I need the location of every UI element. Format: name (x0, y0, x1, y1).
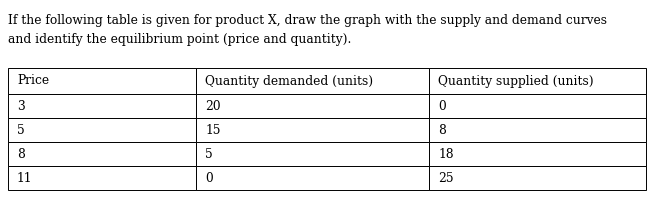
Bar (429, 142, 646, 166)
Bar (196, 68, 429, 94)
Bar (8, 118, 196, 142)
Bar (429, 94, 646, 118)
Text: and identify the equilibrium point (price and quantity).: and identify the equilibrium point (pric… (8, 33, 351, 46)
Text: Quantity supplied (units): Quantity supplied (units) (438, 74, 594, 88)
Text: Price: Price (17, 74, 49, 88)
Bar (429, 166, 646, 190)
Bar (196, 142, 429, 166)
Text: 18: 18 (438, 147, 454, 161)
Text: 11: 11 (17, 172, 33, 184)
Bar (196, 94, 429, 118)
Text: 15: 15 (205, 124, 221, 137)
Text: 8: 8 (438, 124, 446, 137)
Text: 8: 8 (17, 147, 25, 161)
Text: 0: 0 (438, 100, 446, 112)
Text: 3: 3 (17, 100, 25, 112)
Bar (429, 68, 646, 94)
Bar (196, 166, 429, 190)
Text: 25: 25 (438, 172, 454, 184)
Bar (429, 118, 646, 142)
Bar (8, 94, 196, 118)
Bar (8, 68, 196, 94)
Bar (196, 118, 429, 142)
Text: 0: 0 (205, 172, 213, 184)
Text: If the following table is given for product X, draw the graph with the supply an: If the following table is given for prod… (8, 14, 607, 27)
Bar (8, 142, 196, 166)
Text: 20: 20 (205, 100, 221, 112)
Text: 5: 5 (205, 147, 213, 161)
Text: Quantity demanded (units): Quantity demanded (units) (205, 74, 373, 88)
Bar (8, 166, 196, 190)
Text: 5: 5 (17, 124, 25, 137)
